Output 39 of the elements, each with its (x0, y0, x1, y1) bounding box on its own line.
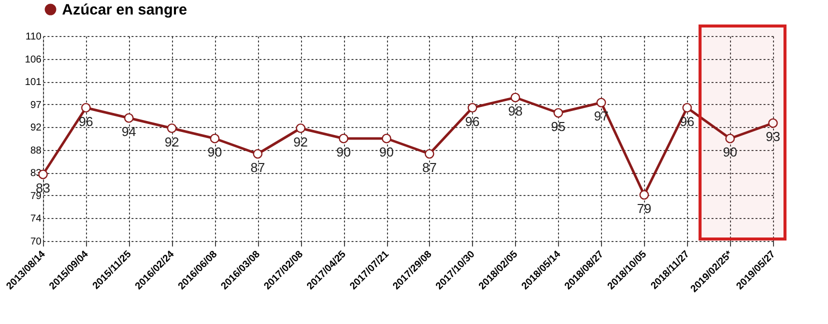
point (210, 134, 220, 144)
point (682, 102, 692, 113)
point (81, 102, 91, 113)
data-label: 79 (636, 200, 652, 216)
data-label: 93 (766, 129, 780, 144)
point (167, 123, 177, 134)
y-tick-label: 88 (30, 145, 42, 156)
point (124, 113, 134, 123)
point (296, 123, 306, 134)
data-label: 94 (122, 124, 136, 139)
point (639, 190, 649, 200)
data-label: 96 (465, 114, 480, 129)
data-label: 87 (250, 160, 265, 175)
data-label: 96 (680, 114, 694, 129)
point (596, 98, 606, 108)
point (725, 134, 735, 144)
data-label: 92 (293, 134, 308, 150)
y-tick-label: 106 (24, 54, 42, 66)
point (338, 134, 348, 144)
point (424, 149, 434, 159)
data-label: 90 (336, 144, 351, 160)
y-tick-label: 101 (24, 77, 42, 88)
y-tick-label: 70 (30, 236, 42, 248)
point (468, 102, 478, 113)
point (510, 92, 520, 102)
point (554, 108, 564, 118)
data-label: 90 (208, 144, 222, 160)
data-label: 92 (164, 134, 180, 150)
point (382, 134, 392, 144)
point (768, 118, 778, 128)
y-tick-label: 110 (26, 32, 42, 42)
legend-label: Azúcar en sangre (62, 2, 188, 18)
point (252, 149, 262, 159)
data-label: 96 (78, 114, 94, 129)
data-label: 87 (422, 160, 437, 175)
y-tick-label: 92 (30, 122, 42, 134)
y-tick-label: 74 (30, 214, 42, 225)
data-label: 98 (508, 104, 523, 118)
y-tick-label: 97 (30, 100, 42, 111)
